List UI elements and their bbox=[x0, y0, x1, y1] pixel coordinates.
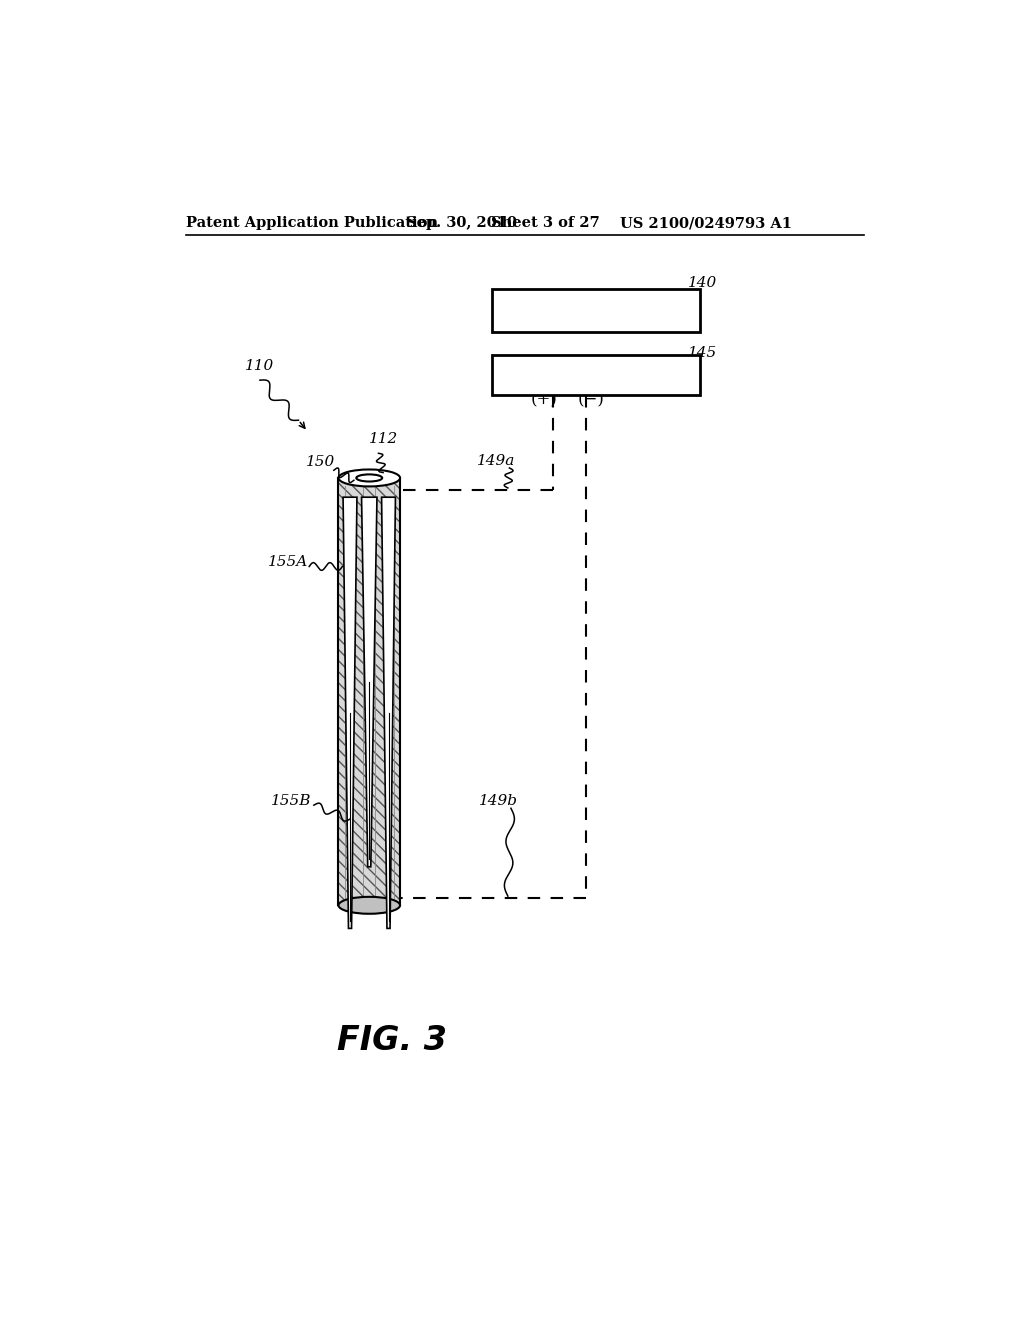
Text: 140: 140 bbox=[688, 276, 717, 290]
Text: 149a: 149a bbox=[477, 454, 515, 467]
Bar bbox=[339, 478, 400, 906]
Bar bbox=[493, 355, 700, 395]
Bar bbox=[493, 289, 700, 331]
Text: FIG. 3: FIG. 3 bbox=[337, 1024, 446, 1057]
Polygon shape bbox=[343, 498, 357, 928]
Text: 112: 112 bbox=[370, 433, 398, 446]
Text: 155A: 155A bbox=[267, 556, 308, 569]
Ellipse shape bbox=[339, 896, 400, 913]
Polygon shape bbox=[361, 498, 377, 867]
Text: Sheet 3 of 27: Sheet 3 of 27 bbox=[490, 216, 600, 230]
Text: 155B: 155B bbox=[270, 795, 311, 808]
Text: ELECTRICAL  SOURCE: ELECTRICAL SOURCE bbox=[497, 301, 696, 319]
Text: CONTROLLER: CONTROLLER bbox=[535, 366, 658, 384]
Text: US 2100/0249793 A1: US 2100/0249793 A1 bbox=[621, 216, 793, 230]
Ellipse shape bbox=[339, 470, 400, 487]
Text: 149b: 149b bbox=[478, 795, 517, 808]
Text: (−): (−) bbox=[578, 392, 604, 409]
Text: (+): (+) bbox=[531, 392, 558, 409]
Text: 150: 150 bbox=[306, 455, 336, 470]
Bar bbox=[339, 478, 400, 906]
Text: 145: 145 bbox=[688, 346, 717, 360]
Ellipse shape bbox=[356, 474, 382, 482]
Text: Sep. 30, 2010: Sep. 30, 2010 bbox=[407, 216, 517, 230]
Text: 110: 110 bbox=[245, 359, 273, 374]
Text: Patent Application Publication: Patent Application Publication bbox=[186, 216, 438, 230]
Polygon shape bbox=[382, 498, 395, 928]
